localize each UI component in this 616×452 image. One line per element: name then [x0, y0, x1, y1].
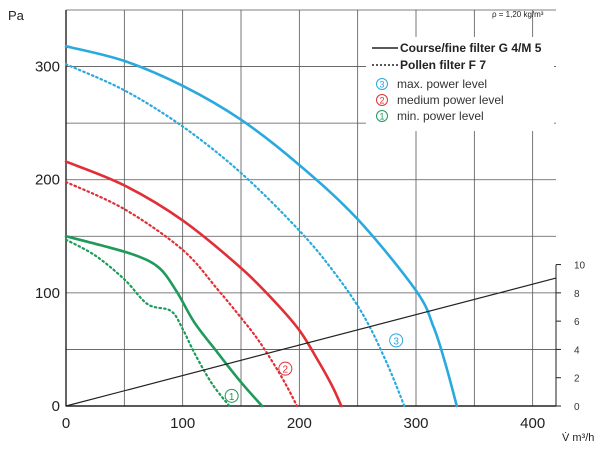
right-axis-tick-label: 10	[574, 261, 586, 272]
curve-marker-label: 2	[283, 365, 289, 376]
legend-level-marker	[376, 94, 388, 106]
x-tick-label: 400	[520, 415, 545, 432]
right-axis-tick-label: 8	[574, 289, 580, 300]
legend-label: Pollen filter F 7	[400, 58, 486, 72]
legend-level-marker-label: 3	[379, 80, 384, 90]
series-max-g4m5	[64, 44, 459, 408]
y-tick-label: 100	[35, 285, 60, 302]
system-curve	[65, 277, 557, 407]
y-tick-label: 300	[35, 59, 60, 76]
x-tick-label: 0	[62, 415, 70, 432]
x-axis-title: V̇ m³/h	[562, 431, 594, 444]
right-axis-tick-label: 6	[574, 317, 580, 328]
legend-level-marker	[376, 78, 388, 90]
density-note: ρ = 1,20 kg/m³	[492, 10, 544, 19]
legend-box	[366, 37, 554, 131]
y-tick-label: 200	[35, 172, 60, 189]
legend-level-label: min. power level	[397, 109, 484, 123]
x-tick-label: 200	[287, 415, 312, 432]
curve-marker-label: 1	[229, 392, 235, 403]
y-tick-label: 0	[52, 398, 60, 415]
series-medium-g4m5	[64, 160, 343, 408]
curve-marker-circle	[278, 361, 293, 376]
right-axis-tick-label: 4	[574, 345, 580, 356]
curve-marker-circle	[389, 333, 404, 348]
series-min-g4m5	[64, 235, 264, 408]
legend-level-marker-label: 2	[379, 96, 384, 106]
right-axis-tick-label: 0	[574, 402, 580, 413]
legend-label: Course/fine filter G 4/M 5	[400, 41, 542, 55]
curve-marker-circle	[224, 388, 239, 403]
x-tick-label: 100	[170, 415, 195, 432]
series-max-f7	[64, 63, 406, 408]
legend-level-label: max. power level	[397, 77, 487, 91]
legend-level-marker-label: 1	[379, 112, 384, 122]
legend-level-label: medium power level	[397, 93, 504, 107]
y-axis-title: Pa	[8, 8, 25, 23]
legend-level-marker	[376, 110, 388, 122]
x-tick-label: 300	[403, 415, 428, 432]
curve-marker-label: 3	[393, 336, 399, 347]
right-axis-tick-label: 2	[574, 374, 580, 385]
series-min-f7	[64, 238, 231, 408]
series-medium-f7	[64, 180, 299, 408]
